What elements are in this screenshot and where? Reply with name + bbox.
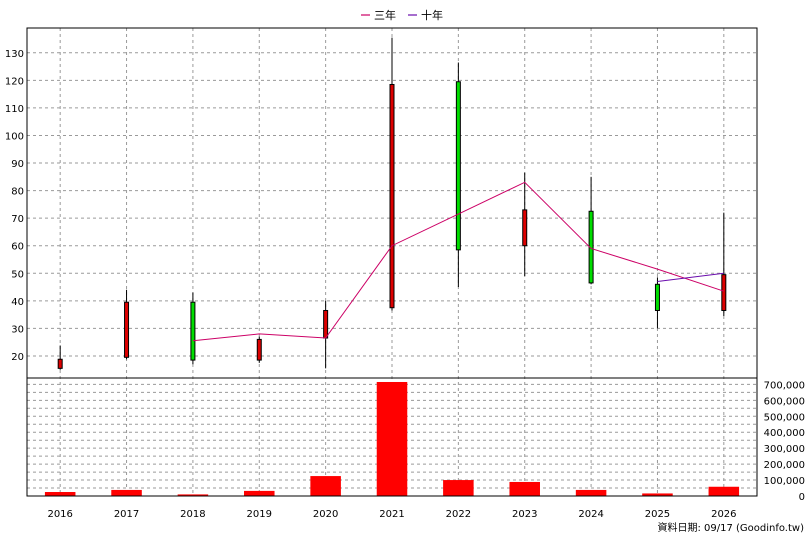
price-tick-label: 30 (11, 324, 24, 335)
candle-body (654, 283, 660, 311)
year-tick-label: 2023 (512, 509, 537, 520)
price-tick-label: 90 (11, 159, 24, 170)
volume-tick-label: 400,000 (764, 428, 805, 439)
year-tick-label: 2024 (578, 509, 603, 520)
volume-bar (642, 493, 673, 496)
price-tick-label: 130 (5, 49, 24, 60)
price-tick-label: 40 (11, 297, 24, 308)
candle-body (190, 301, 196, 361)
price-tick-label: 80 (11, 187, 24, 198)
volume-bar (443, 480, 474, 496)
candle-body (721, 274, 727, 311)
volume-bars (44, 381, 740, 496)
volume-tick-label: 600,000 (764, 396, 805, 407)
year-tick-label: 2017 (114, 509, 139, 520)
price-tick-label: 120 (5, 76, 24, 87)
volume-bar (177, 494, 209, 496)
year-tick-label: 2016 (47, 509, 72, 520)
price-tick-label: 50 (11, 269, 24, 280)
price-tick-label: 20 (11, 352, 24, 363)
year-axis-labels: 2016 2017 2018 2019 2020 2021 2022 2023 2024 2025… (47, 509, 736, 520)
year-tick-label: 2026 (711, 509, 736, 520)
candle-body (455, 81, 461, 251)
legend: 三年 十年 (361, 8, 443, 22)
volume-bar (376, 381, 408, 496)
price-axis-labels: 20 30 40 50 60 70 80 90 100 110 120 130 (5, 49, 24, 363)
ma-three-year-line (192, 181, 724, 342)
year-tick-label: 2022 (446, 509, 471, 520)
legend-label: 三年 (374, 8, 396, 22)
price-tick-label: 60 (11, 242, 24, 253)
ma-ten-year-line (657, 272, 724, 283)
volume-tick-label: 0 (799, 492, 805, 503)
price-tick-label: 100 (5, 131, 24, 142)
plot-border (26, 27, 758, 497)
year-tick-label: 2020 (313, 509, 338, 520)
volume-bar (575, 489, 607, 496)
candlesticks (57, 37, 727, 370)
volume-tick-label: 700,000 (764, 380, 805, 391)
volume-tick-label: 500,000 (764, 412, 805, 423)
candle-body (256, 338, 262, 361)
volume-tick-label: 100,000 (764, 476, 805, 487)
volume-bar (509, 481, 540, 496)
candle-body (57, 358, 63, 369)
year-tick-label: 2019 (247, 509, 272, 520)
candle-body (124, 301, 130, 358)
footer-source: 資料日期: 09/17 (Goodinfo.tw) (657, 521, 804, 534)
price-tick-label: 110 (5, 104, 24, 115)
candle-body (323, 309, 329, 339)
volume-bar (111, 489, 142, 496)
volume-bar (708, 486, 740, 496)
year-tick-label: 2025 (645, 509, 670, 520)
legend-label: 十年 (421, 8, 443, 22)
price-tick-label: 70 (11, 214, 24, 225)
volume-tick-label: 200,000 (764, 460, 805, 471)
plot-frame (26, 27, 758, 497)
year-tick-label: 2018 (180, 509, 205, 520)
volume-bar (310, 476, 341, 496)
volume-tick-label: 300,000 (764, 444, 805, 455)
year-tick-label: 2021 (379, 509, 404, 520)
volume-axis-labels: 0 100,000 200,000 300,000 400,000 500,000 600,… (764, 380, 805, 503)
volume-bar (44, 492, 76, 496)
candle-body (522, 209, 528, 247)
candle-body (389, 83, 395, 309)
volume-bar (244, 490, 275, 496)
moving-average-lines (192, 181, 724, 342)
